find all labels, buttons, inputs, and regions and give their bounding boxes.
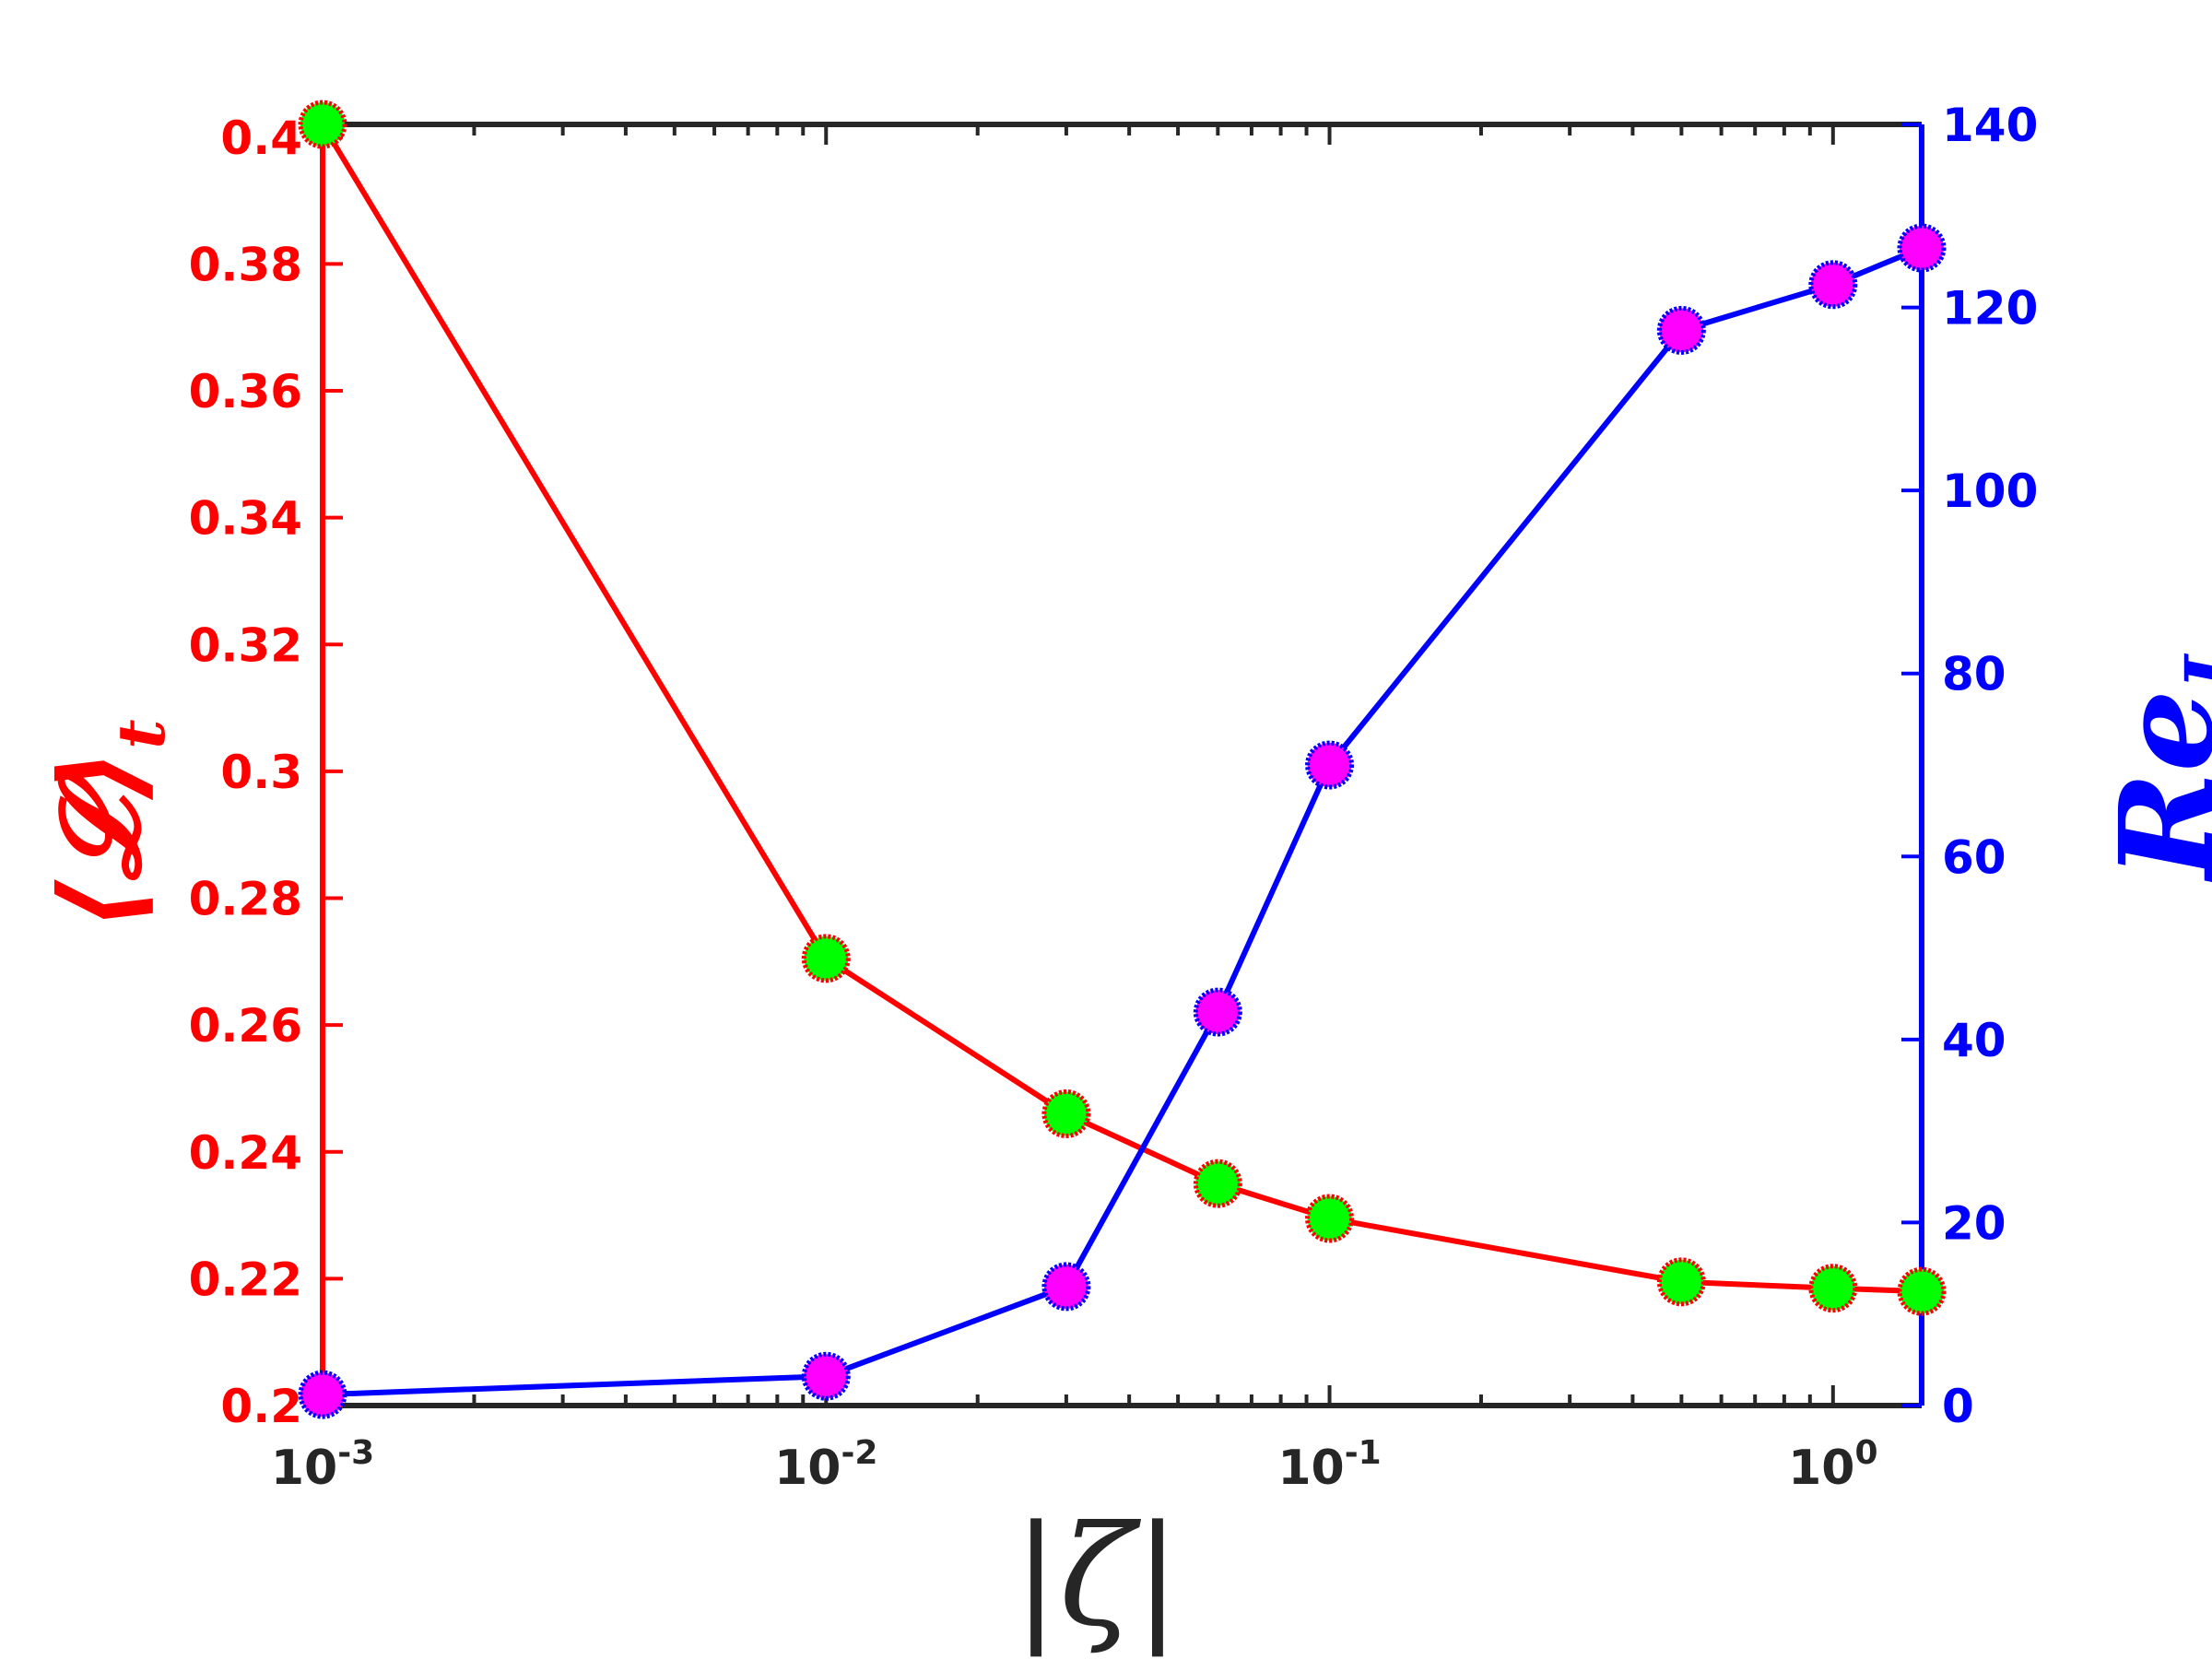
right-axis-tick-label: 120 bbox=[1942, 282, 2038, 335]
data-point-left bbox=[1808, 1264, 1858, 1313]
data-point-left bbox=[1656, 1257, 1706, 1307]
right-axis-tick-label: 60 bbox=[1942, 830, 2006, 884]
right-axis-tick-label: 100 bbox=[1942, 465, 2038, 518]
left-axis-tick-label: 0.36 bbox=[189, 365, 302, 418]
data-point-left bbox=[801, 934, 851, 983]
x-tick-label-base: 10 bbox=[774, 1441, 841, 1496]
left-axis-ticks: 0.2 0.22 0.24 0.26 0.28 0.3 0.32 0.34 0.36 0.38 0.… bbox=[189, 112, 343, 1433]
right-axis-tick-label: 20 bbox=[1942, 1196, 2006, 1250]
data-point-right bbox=[1808, 260, 1858, 310]
plot-frame bbox=[320, 122, 1924, 1408]
right-axis-tick-label: 40 bbox=[1942, 1014, 2006, 1067]
left-axis-title: ⟨𝓛⟩t bbox=[35, 719, 180, 930]
series-right bbox=[298, 223, 1947, 1419]
left-axis-tick-label: 0.34 bbox=[189, 492, 302, 546]
right-axis-tick-label: 80 bbox=[1942, 648, 2006, 701]
data-point-left bbox=[1193, 1159, 1242, 1208]
data-point-right bbox=[1193, 987, 1242, 1037]
x-tick-label-base: 10 bbox=[1788, 1441, 1854, 1496]
data-point-right bbox=[1041, 1262, 1091, 1312]
left-axis-tick-label: 0.24 bbox=[189, 1126, 302, 1180]
right-axis-tick-label: 0 bbox=[1942, 1380, 1974, 1433]
left-axis-tick-label: 0.32 bbox=[189, 618, 302, 672]
left-axis-title-sub: t bbox=[103, 719, 180, 748]
data-point-right bbox=[1897, 223, 1947, 273]
x-tick-label-base: 10 bbox=[1277, 1441, 1344, 1496]
data-point-left bbox=[1897, 1266, 1947, 1316]
left-axis-tick-label: 0.4 bbox=[220, 112, 302, 165]
x-tick-label: 10-2 bbox=[774, 1434, 877, 1496]
left-axis-title-main: ⟨𝓛⟩ bbox=[35, 749, 165, 931]
series-line-right bbox=[322, 245, 1924, 1398]
svg-text:⟨𝓛⟩t: ⟨𝓛⟩t bbox=[35, 719, 180, 930]
right-axis-title-subsub: I bbox=[2203, 612, 2212, 640]
right-axis-tick-label: 140 bbox=[1942, 99, 2038, 152]
data-point-right bbox=[1656, 305, 1706, 355]
x-tick-label-exponent: -2 bbox=[841, 1434, 877, 1472]
data-point-left bbox=[1305, 1194, 1355, 1243]
left-axis-tick-label: 0.28 bbox=[189, 873, 302, 926]
left-axis-tick-label: 0.3 bbox=[220, 746, 302, 799]
x-tick-labels: 10-3 10-2 10-1 100 bbox=[271, 1434, 1878, 1496]
right-axis-title-sub: L bbox=[2169, 638, 2212, 691]
x-tick-label-exponent: -3 bbox=[337, 1434, 374, 1472]
data-point-right bbox=[1305, 740, 1355, 790]
data-point-right bbox=[298, 1370, 347, 1419]
x-tick-label-exponent: 0 bbox=[1854, 1434, 1877, 1472]
series-left bbox=[298, 100, 1947, 1316]
right-axis-title: ReLI bbox=[2092, 612, 2212, 883]
right-axis-title-main: Re bbox=[2092, 689, 2212, 882]
x-axis-title: |ζ| bbox=[1013, 1497, 1181, 1657]
x-tick-label: 10-1 bbox=[1277, 1434, 1381, 1496]
x-tick-label-exponent: -1 bbox=[1345, 1434, 1382, 1472]
left-axis-tick-label: 0.26 bbox=[189, 999, 302, 1053]
data-point-left bbox=[1041, 1088, 1091, 1138]
right-axis-ticks: 0 20 40 60 80 100 120 140 bbox=[1901, 99, 2038, 1433]
svg-text:ReLI: ReLI bbox=[2092, 612, 2212, 883]
x-tick-label-base: 10 bbox=[271, 1441, 337, 1496]
left-axis-tick-label: 0.2 bbox=[220, 1380, 302, 1433]
minor-ticks bbox=[321, 124, 1835, 1406]
data-point-left bbox=[298, 100, 347, 149]
series-line-left bbox=[320, 123, 1923, 1295]
left-axis-tick-label: 0.38 bbox=[189, 238, 302, 291]
x-tick-label: 10-3 bbox=[271, 1434, 374, 1496]
left-axis-tick-label: 0.22 bbox=[189, 1253, 302, 1306]
data-point-right bbox=[801, 1351, 851, 1401]
x-tick-label: 100 bbox=[1788, 1434, 1877, 1496]
